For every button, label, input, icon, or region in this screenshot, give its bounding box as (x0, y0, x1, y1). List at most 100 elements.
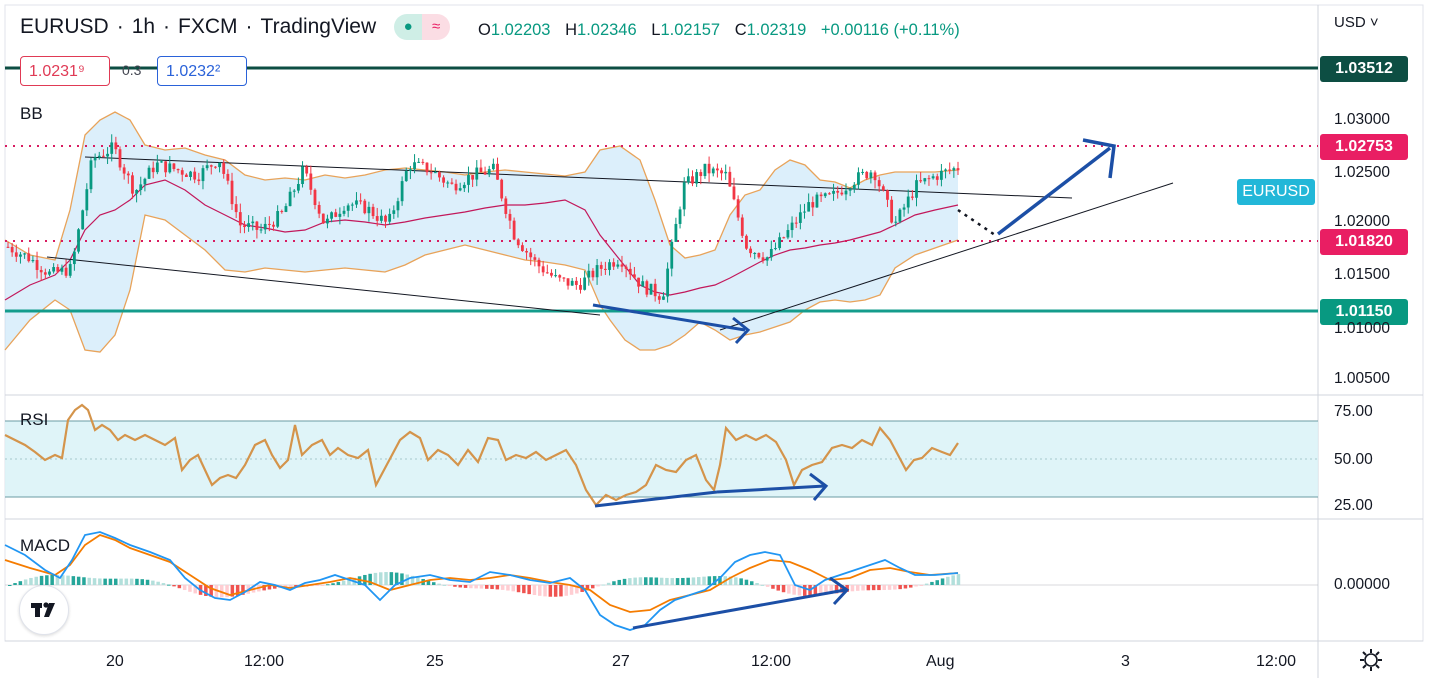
candle-body (363, 200, 367, 214)
candle-body (612, 262, 616, 267)
candle-body (782, 237, 786, 239)
candle-body (160, 161, 163, 163)
sell-button[interactable]: 1.0231⁹ (20, 56, 110, 86)
candle-body (392, 210, 396, 214)
candle-body (462, 184, 466, 189)
candle-body (309, 173, 313, 190)
candle-body (545, 272, 549, 274)
candle-body (226, 173, 230, 181)
macd-histogram-bar (124, 578, 129, 585)
rsi-pane-label[interactable]: RSI (20, 410, 49, 429)
macd-histogram-bar (797, 585, 802, 596)
candle-body (379, 215, 383, 221)
macd-histogram-bar (622, 578, 627, 585)
trendline-lower[interactable] (46, 256, 601, 316)
macd-histogram-bar (564, 585, 568, 596)
candle-body (172, 163, 176, 170)
macd-histogram-bar (909, 585, 913, 588)
broker-label: FXCM (178, 15, 238, 38)
macd-histogram-bar (612, 581, 616, 585)
candle-body (935, 176, 939, 180)
candle-body (475, 167, 479, 180)
wave-icon[interactable]: ≈ (422, 14, 451, 40)
macd-histogram-bar (781, 585, 786, 593)
divergence-arrowhead-price (732, 316, 751, 345)
symbol-name[interactable]: EURUSD (20, 15, 109, 38)
macd-histogram-bar (914, 585, 918, 587)
macd-histogram-bar (98, 578, 102, 585)
candle-body (491, 163, 495, 170)
candle-body (595, 265, 599, 278)
time-axis-label: 20 (106, 653, 124, 670)
bb-pane-label[interactable]: BB (20, 104, 43, 123)
candle-body (143, 178, 147, 185)
symbol-price-tag[interactable]: EURUSD (1237, 179, 1315, 205)
macd-histogram-bar (389, 572, 394, 585)
candle-body (587, 270, 591, 278)
macd-histogram-bar (45, 575, 49, 585)
candle-body (620, 264, 624, 267)
gear-icon[interactable] (1360, 649, 1382, 671)
candle-body (126, 173, 130, 176)
macd-histogram-bar (50, 574, 54, 585)
macd-histogram-bar (850, 585, 855, 592)
macd-histogram-bar (288, 585, 293, 588)
trendline-upper[interactable] (84, 156, 1073, 199)
divergence-arrow-rsi[interactable] (716, 484, 826, 494)
macd-histogram-bar (490, 585, 494, 590)
candle-body (6, 246, 10, 248)
macd-histogram (8, 572, 961, 598)
projection-arrow[interactable] (996, 146, 1112, 236)
candle-body (176, 169, 180, 171)
candle-body (554, 275, 557, 277)
buy-button[interactable]: 1.0232² (157, 56, 247, 86)
macd-pane-label[interactable]: MACD (20, 536, 71, 555)
candle-body (774, 248, 777, 250)
macd-histogram-bar (511, 585, 515, 592)
macd-histogram-bar (638, 577, 643, 585)
close-label: C (734, 21, 747, 39)
interval-label[interactable]: 1h (131, 15, 156, 38)
candle-body (711, 168, 715, 174)
candle-body (359, 200, 363, 202)
tradingview-logo-icon[interactable] (19, 585, 69, 635)
candle-body (603, 268, 607, 270)
eye-icon[interactable]: ● (394, 14, 423, 40)
currency-selector[interactable]: USD ˅ (1334, 14, 1379, 31)
macd-histogram-bar (739, 578, 743, 585)
price-tag-resistance[interactable]: 1.02753 (1320, 134, 1408, 160)
candle-body (471, 175, 475, 180)
price-tag-top-resistance[interactable]: 1.03512 (1320, 56, 1408, 82)
macd-histogram-bar (628, 578, 632, 585)
macd-histogram-bar (898, 585, 902, 590)
symbol-header[interactable]: EURUSD · 1h · FXCM · TradingView ● ≈ (20, 14, 451, 40)
macd-histogram-bar (167, 584, 171, 586)
indicator-toggle-pill[interactable]: ● ≈ (394, 14, 451, 40)
separator-dot: · (116, 15, 124, 38)
macd-histogram-bar (866, 585, 871, 591)
macd-histogram-bar (394, 572, 399, 585)
candle-body (400, 181, 404, 202)
candle-body (284, 206, 288, 212)
macd-histogram-bar (644, 577, 648, 585)
candle-body (89, 160, 93, 190)
candle-body (450, 182, 454, 184)
candle-body (326, 218, 329, 224)
candle-body (230, 180, 234, 205)
price-tag-support[interactable]: 1.01150 (1320, 299, 1408, 325)
candle-body (574, 280, 578, 285)
candle-body (628, 268, 632, 275)
macd-histogram-bar (649, 577, 653, 585)
divergence-arrow-price[interactable] (592, 303, 746, 332)
divergence-arrow-macd[interactable] (632, 588, 846, 630)
trendline-rising[interactable] (719, 182, 1174, 331)
price-tag-mid[interactable]: 1.01820 (1320, 229, 1408, 255)
macd-histogram-bar (776, 585, 780, 591)
candle-body (508, 213, 512, 221)
candle-body (85, 189, 89, 211)
candle-body (500, 179, 504, 199)
macd-histogram-bar (29, 577, 33, 585)
candle-body (728, 171, 732, 187)
candle-body (910, 196, 914, 198)
